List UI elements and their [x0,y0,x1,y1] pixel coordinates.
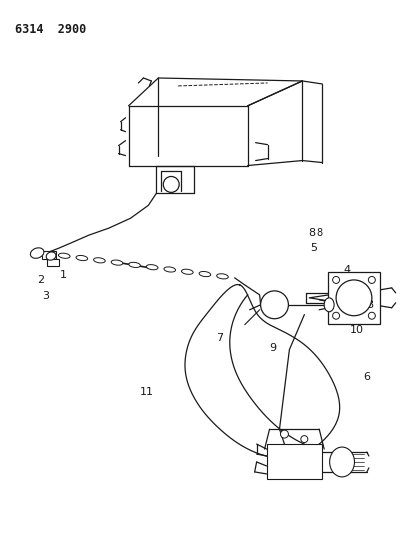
Text: 9: 9 [269,343,276,352]
Ellipse shape [76,255,88,261]
Ellipse shape [324,298,334,312]
Text: 8: 8 [366,300,373,310]
Text: 11: 11 [140,387,153,397]
Ellipse shape [199,271,211,277]
Text: 4: 4 [344,265,350,275]
Text: 7: 7 [216,333,224,343]
Text: 3: 3 [42,291,50,301]
Ellipse shape [111,260,123,265]
Circle shape [368,312,375,319]
FancyBboxPatch shape [266,444,322,479]
Circle shape [336,280,372,316]
Ellipse shape [58,253,70,259]
Ellipse shape [182,269,193,274]
Text: 6: 6 [364,373,370,382]
Circle shape [280,430,288,438]
Circle shape [261,291,288,319]
Circle shape [301,435,308,442]
Text: 8: 8 [309,228,316,238]
Ellipse shape [330,447,355,477]
FancyBboxPatch shape [47,259,59,266]
Ellipse shape [217,274,228,279]
Ellipse shape [146,264,158,270]
Ellipse shape [345,301,353,309]
Text: 2: 2 [38,275,45,285]
Circle shape [333,277,339,284]
Circle shape [368,277,375,284]
Circle shape [333,312,339,319]
Ellipse shape [46,252,56,260]
FancyBboxPatch shape [42,251,56,259]
Text: 8: 8 [316,228,322,238]
Text: 10: 10 [350,325,364,335]
Ellipse shape [164,267,175,272]
Ellipse shape [30,248,44,259]
Ellipse shape [129,262,140,268]
FancyBboxPatch shape [328,272,380,324]
Ellipse shape [93,258,105,263]
Text: 1: 1 [60,270,67,280]
Text: 5: 5 [310,243,317,253]
Text: 6314  2900: 6314 2900 [15,23,86,36]
Circle shape [163,176,179,192]
